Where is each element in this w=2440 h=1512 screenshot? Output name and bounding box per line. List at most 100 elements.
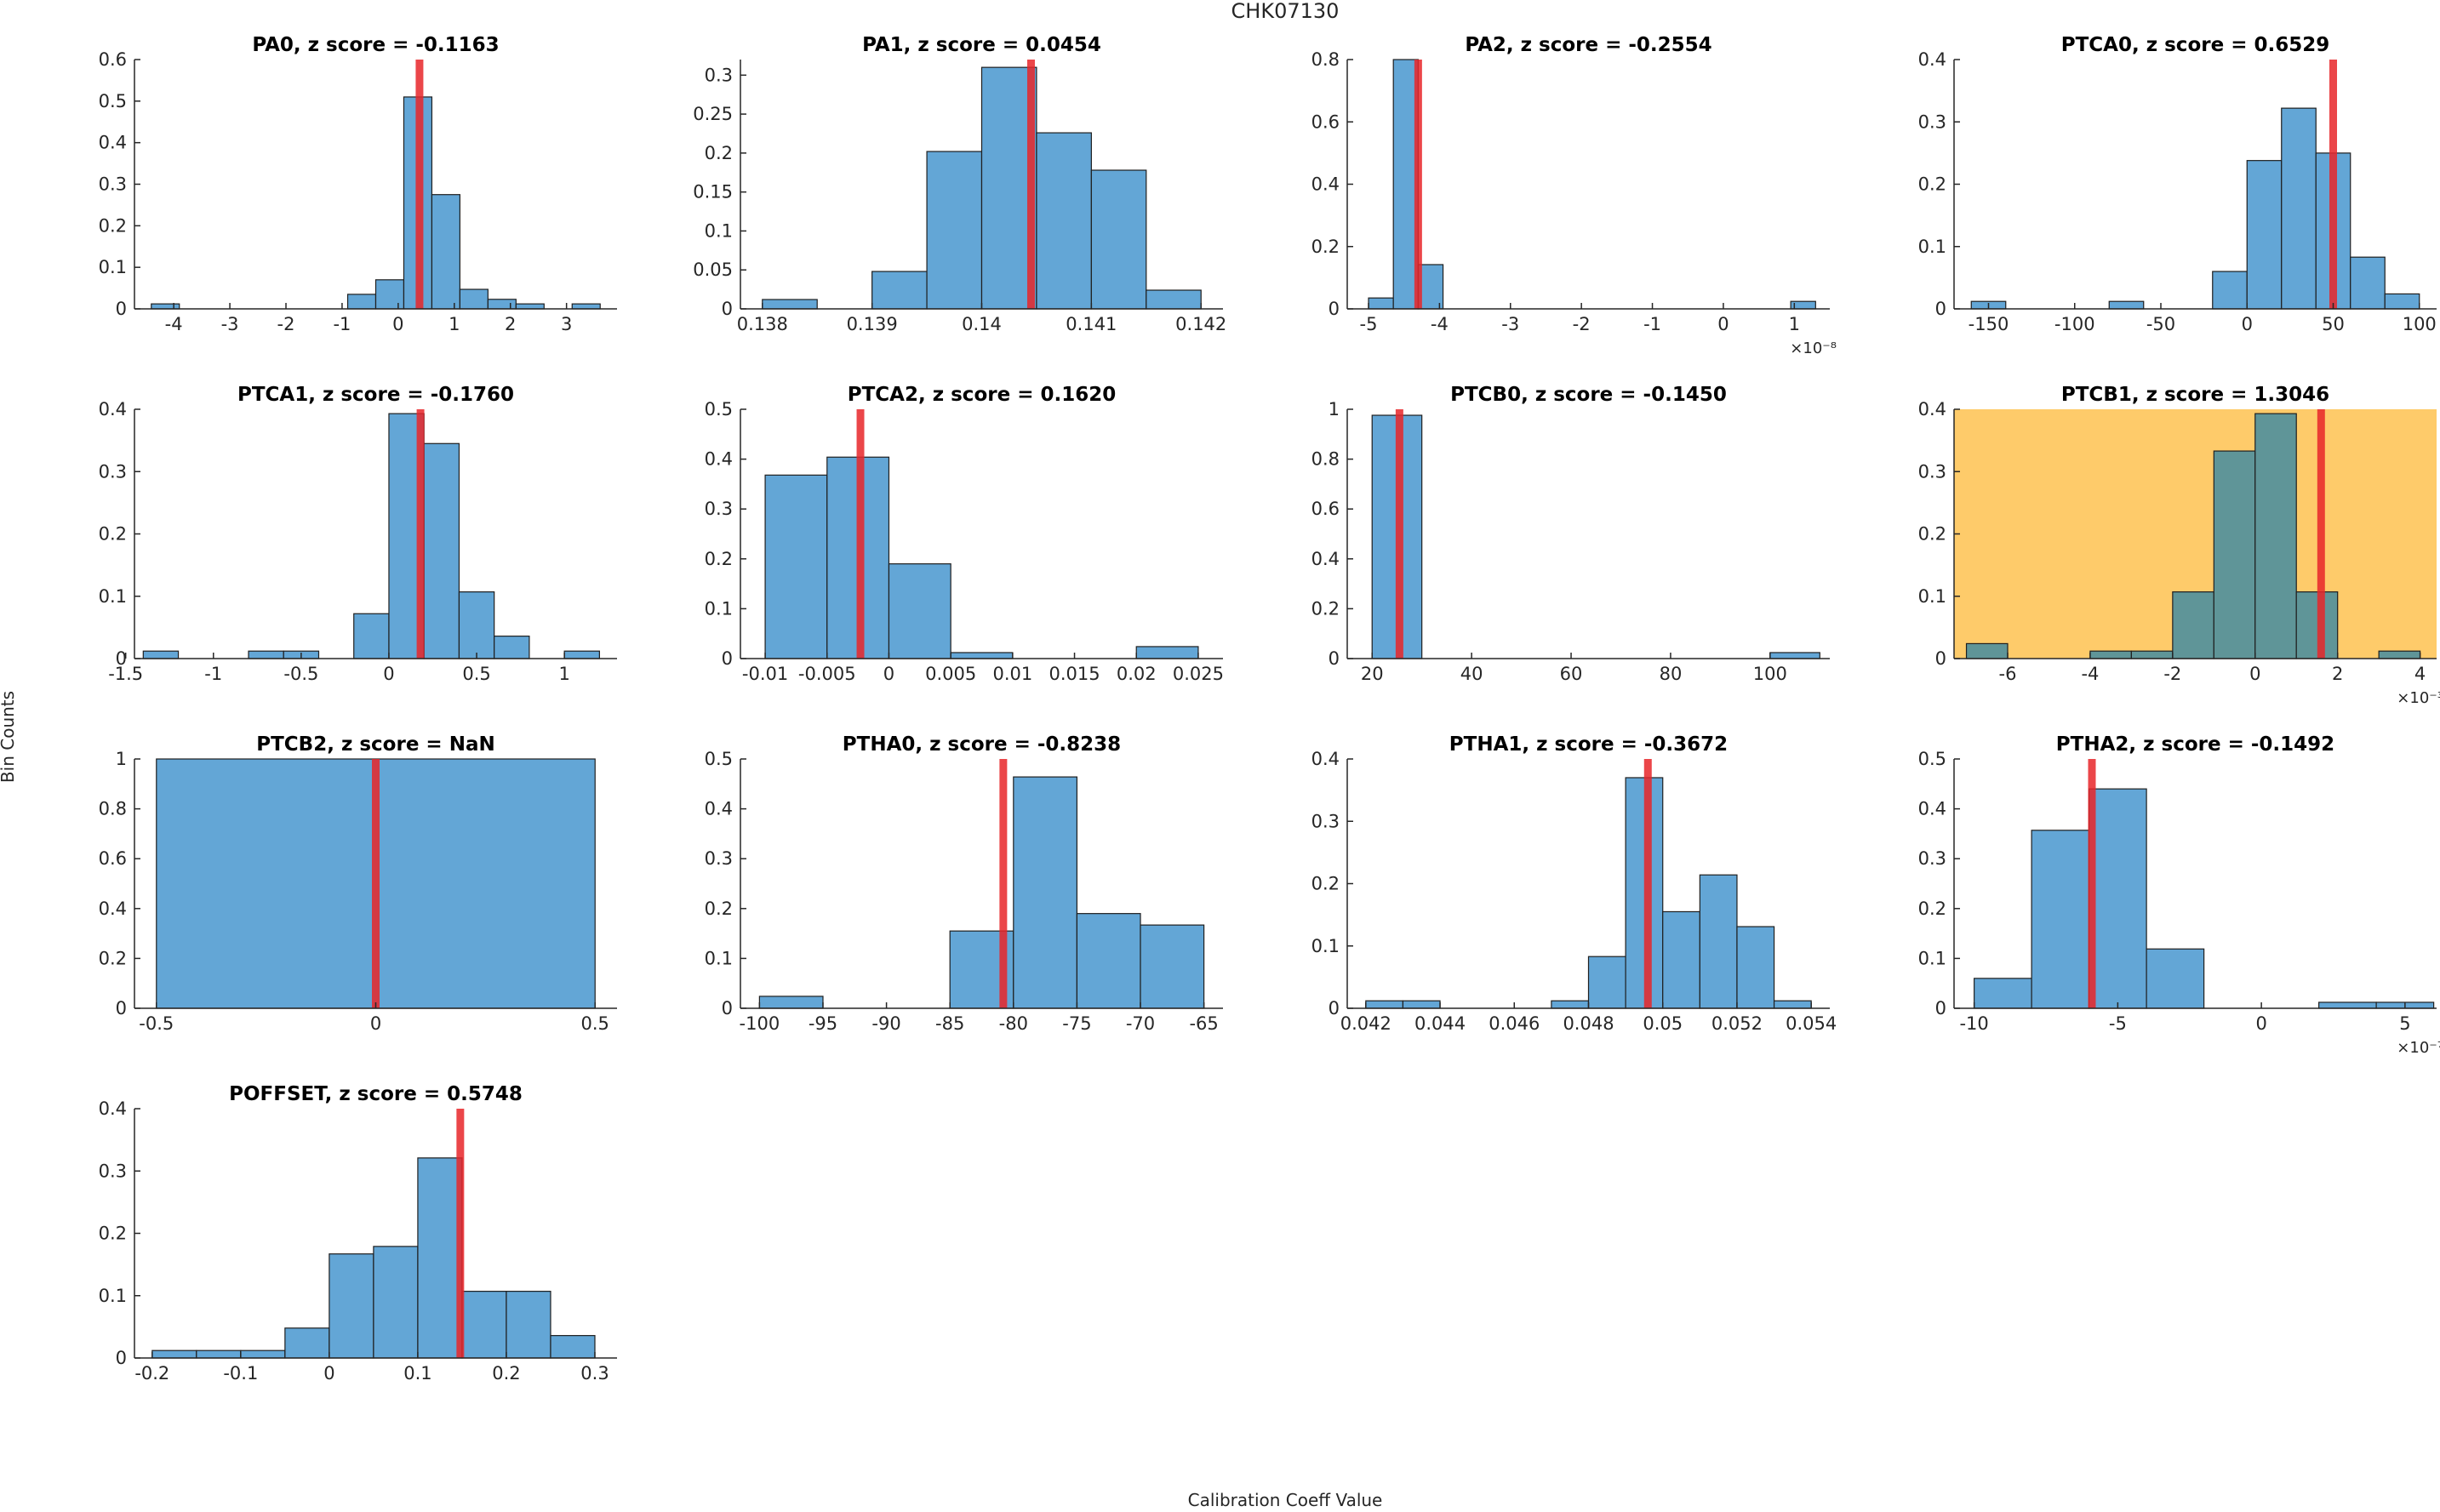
histogram-bar [1662,910,1700,1009]
y-tick-label: 0.4 [1918,799,1946,819]
x-tick-label: 0 [323,1363,334,1384]
y-tick-label: 0 [1329,299,1340,319]
y-tick-label: 0.5 [1918,749,1946,769]
histogram-bar [142,650,180,659]
x-tick-label: 2 [2332,664,2343,684]
y-tick-label: 0.2 [705,549,733,569]
y-tick-label: 0.3 [99,1161,127,1181]
histogram-bar [151,303,180,310]
y-tick-label: 0.6 [99,49,127,70]
y-tick-label: 0.25 [693,104,733,124]
x-tick-label: 20 [1361,664,1384,684]
x-tick-label: 0.14 [962,314,1002,334]
histogram-bar [1587,956,1626,1009]
x-tick-label: -0.005 [798,664,856,684]
histogram-bar [2254,413,2297,659]
y-tick-label: 0 [722,299,733,319]
histogram-bar [1090,169,1147,310]
x-tick-label: -95 [809,1013,837,1034]
panel-title: PTCB0, z score = -0.1450 [1450,384,1727,406]
histogram-bar [1551,1000,1590,1009]
x-tick-label: -0.2 [134,1363,169,1384]
histogram-bar [2295,591,2339,659]
histogram-bar [487,299,517,310]
y-tick-label: 0.2 [1918,524,1946,545]
y-tick-label: 0.2 [1918,174,1946,195]
histogram-bar [2130,650,2174,659]
panel-title: PTCA0, z score = 0.6529 [2061,34,2329,56]
panel-title: PTHA2, z score = -0.1492 [2056,733,2334,756]
histogram-bar [494,636,530,659]
x-tick-label: -5 [1360,314,1378,334]
y-tick-label: 0.2 [1918,899,1946,919]
y-tick-label: 0.5 [705,749,733,769]
histogram-bar [764,474,828,659]
y-tick-label: 0.5 [705,399,733,419]
y-tick-label: 0.4 [705,799,733,819]
y-tick-label: 0.8 [99,799,127,819]
x-tick-label: 0 [392,314,403,334]
histogram-bar [1965,642,2009,659]
y-tick-label: 0.1 [1311,936,1340,956]
histogram-bar [2108,300,2145,310]
x-tick-label: -1 [1643,314,1661,334]
histogram-bar [329,1253,374,1359]
x-tick-label: -2 [277,314,295,334]
x-tick-label: -70 [1126,1013,1155,1034]
x-tick-label: 0.046 [1489,1013,1540,1034]
x-tick-label: 0.1 [403,1363,431,1384]
y-tick-label: 0.2 [705,899,733,919]
figure-xlabel: Calibration Coeff Value [1188,1490,1383,1510]
x-tick-label: -85 [935,1013,964,1034]
y-tick-label: 0.1 [99,257,127,277]
x-tick-label: -10 [1959,1013,1988,1034]
y-tick-label: 0 [722,648,733,669]
x-tick-label: 0 [370,1013,381,1034]
histogram-bar [1140,924,1205,1009]
y-tick-label: 0.1 [705,220,733,241]
x-tick-label: -80 [999,1013,1028,1034]
histogram-bar [888,563,951,659]
x-tick-label: 0.005 [925,664,976,684]
x-tick-label: -6 [1999,664,2017,684]
y-tick-label: 0.6 [1311,499,1340,519]
x-tick-label: -90 [871,1013,900,1034]
x-tick-label: 0 [1717,314,1729,334]
histogram-bar [2089,788,2147,1009]
x-tick-label: 0.01 [992,664,1032,684]
histogram-bar [1368,297,1394,310]
histogram-bar [284,1327,330,1359]
histogram-bar [871,271,928,310]
y-tick-label: 0.1 [99,1286,127,1306]
panel-title: PTCA2, z score = 0.1620 [848,384,1116,406]
histogram-bar [417,1157,463,1359]
panel-ptha2: PTHA2, z score = -0.1492 -10 -5 0 5 0 0.1 0.2 0.… [1918,733,2440,1057]
x-tick-label: 40 [1460,664,1483,684]
x-tick-label: 0.015 [1049,664,1100,684]
x-tick-label: 0 [2249,664,2260,684]
histogram-bar [2089,650,2132,659]
y-tick-label: 0.05 [693,260,733,280]
panel-title: PA0, z score = -0.1163 [252,34,499,56]
x-axis-exponent: ×10⁻³ [2397,689,2440,707]
x-tick-label: -50 [2146,314,2175,334]
histogram-bar [571,303,601,310]
x-tick-label: 100 [1753,664,1787,684]
y-tick-label: 0.3 [705,65,733,85]
histogram-bar [458,591,495,659]
histogram-bar [373,1246,419,1359]
y-tick-label: 1 [1329,399,1340,419]
histogram-bar [563,650,600,659]
x-tick-label: -0.01 [742,664,788,684]
y-tick-label: 0.4 [1311,174,1340,195]
histogram-bar [1773,1000,1812,1009]
x-tick-label: -65 [1189,1013,1218,1034]
x-tick-label: 0.048 [1563,1013,1614,1034]
x-tick-label: -1 [204,664,222,684]
x-tick-label: -150 [1969,314,2009,334]
x-axis-exponent: ×10⁻⁸ [1790,339,1837,357]
x-tick-label: -1 [333,314,351,334]
y-tick-label: 0 [1329,648,1340,669]
histogram-bar [2212,271,2248,310]
y-tick-label: 0.6 [1311,111,1340,132]
